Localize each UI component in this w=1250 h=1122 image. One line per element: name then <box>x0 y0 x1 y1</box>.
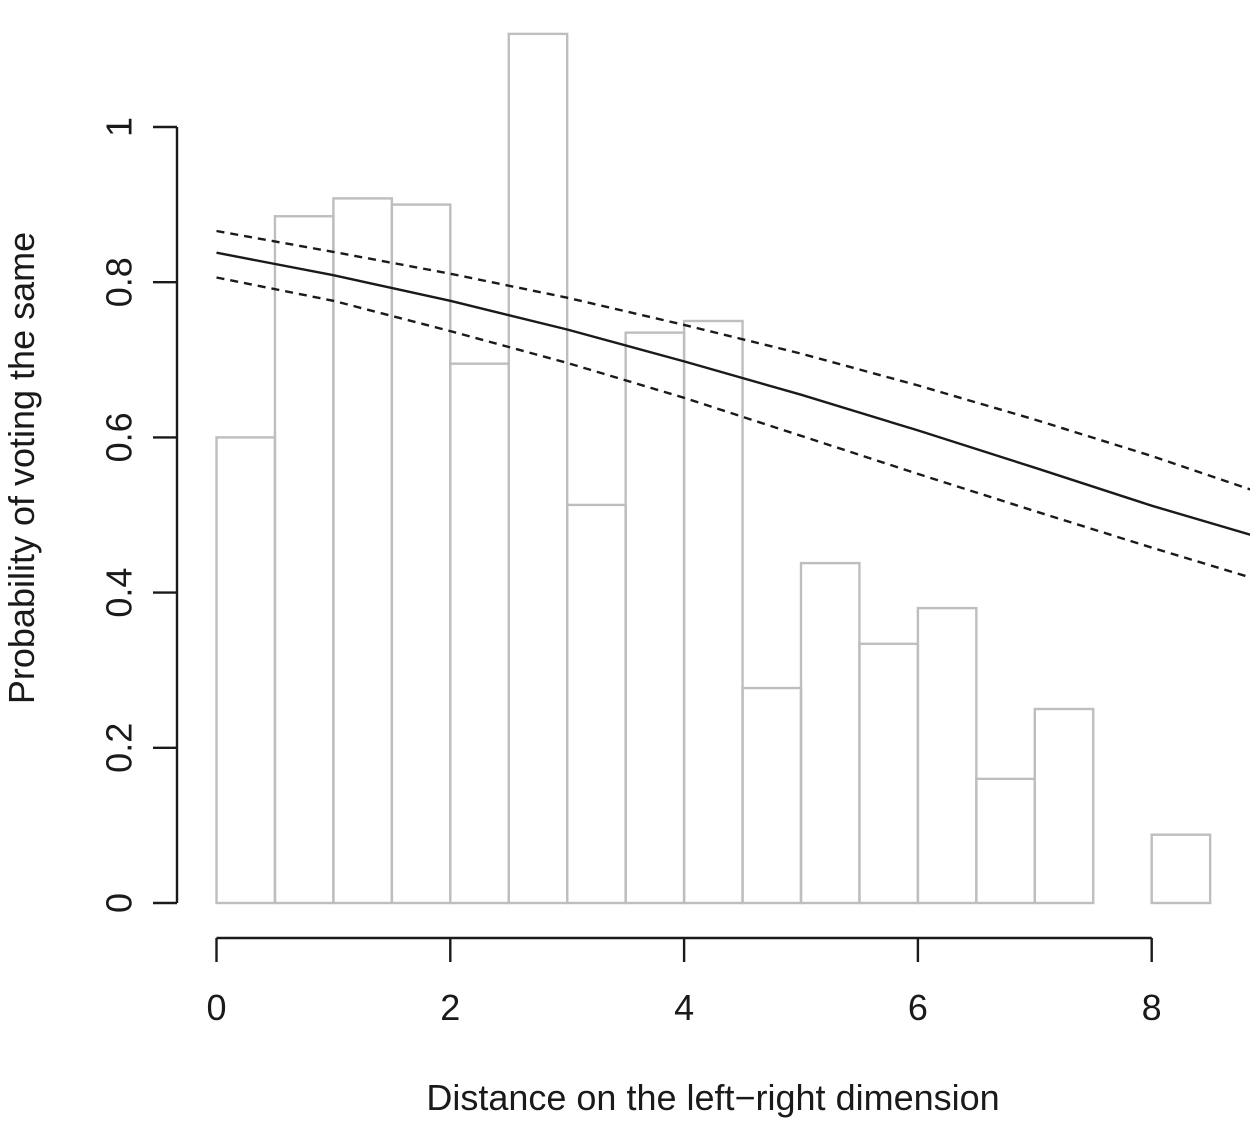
histogram-bar <box>566 503 627 905</box>
y-axis-title: Probability of voting the same <box>1 232 42 704</box>
y-tick-label: 0.2 <box>99 723 140 773</box>
histogram-bar <box>916 606 978 905</box>
histogram-bar <box>682 319 744 905</box>
histogram-bar <box>624 331 686 905</box>
x-tick-label: 2 <box>440 987 460 1028</box>
x-tick-label: 8 <box>1142 987 1162 1028</box>
histogram-bar <box>975 777 1036 905</box>
probability-curves <box>216 229 1250 579</box>
confidence-bound-line <box>216 229 1250 491</box>
histogram-bar <box>1033 707 1095 905</box>
x-tick-label: 6 <box>908 987 928 1028</box>
x-axis: 0 2 4 6 8 <box>206 936 1162 1028</box>
x-axis-title: Distance on the left−right dimension <box>426 1077 999 1118</box>
histogram-bar <box>449 362 510 905</box>
x-tick-label: 4 <box>674 987 694 1028</box>
y-tick-label: 0 <box>99 893 140 913</box>
y-tick-label: 0.8 <box>99 257 140 307</box>
x-tick-label: 0 <box>206 987 226 1028</box>
y-tick-label: 0.6 <box>99 412 140 462</box>
histogram-bars <box>215 32 1212 905</box>
histogram-bar <box>1150 833 1212 905</box>
fitted-probability-line <box>216 251 1250 536</box>
y-axis: 0 0.2 0.4 0.6 0.8 1 <box>99 117 179 913</box>
y-tick-label: 1 <box>99 117 140 137</box>
histogram-bar <box>741 686 803 905</box>
histogram-bar <box>507 32 569 905</box>
histogram-bar <box>858 642 920 905</box>
histogram-bar <box>799 561 861 905</box>
y-tick-label: 0.4 <box>99 568 140 618</box>
histogram-bar <box>215 436 277 905</box>
confidence-bound-line <box>216 276 1250 579</box>
histogram-bar <box>390 203 452 905</box>
histogram-bar <box>273 215 335 905</box>
